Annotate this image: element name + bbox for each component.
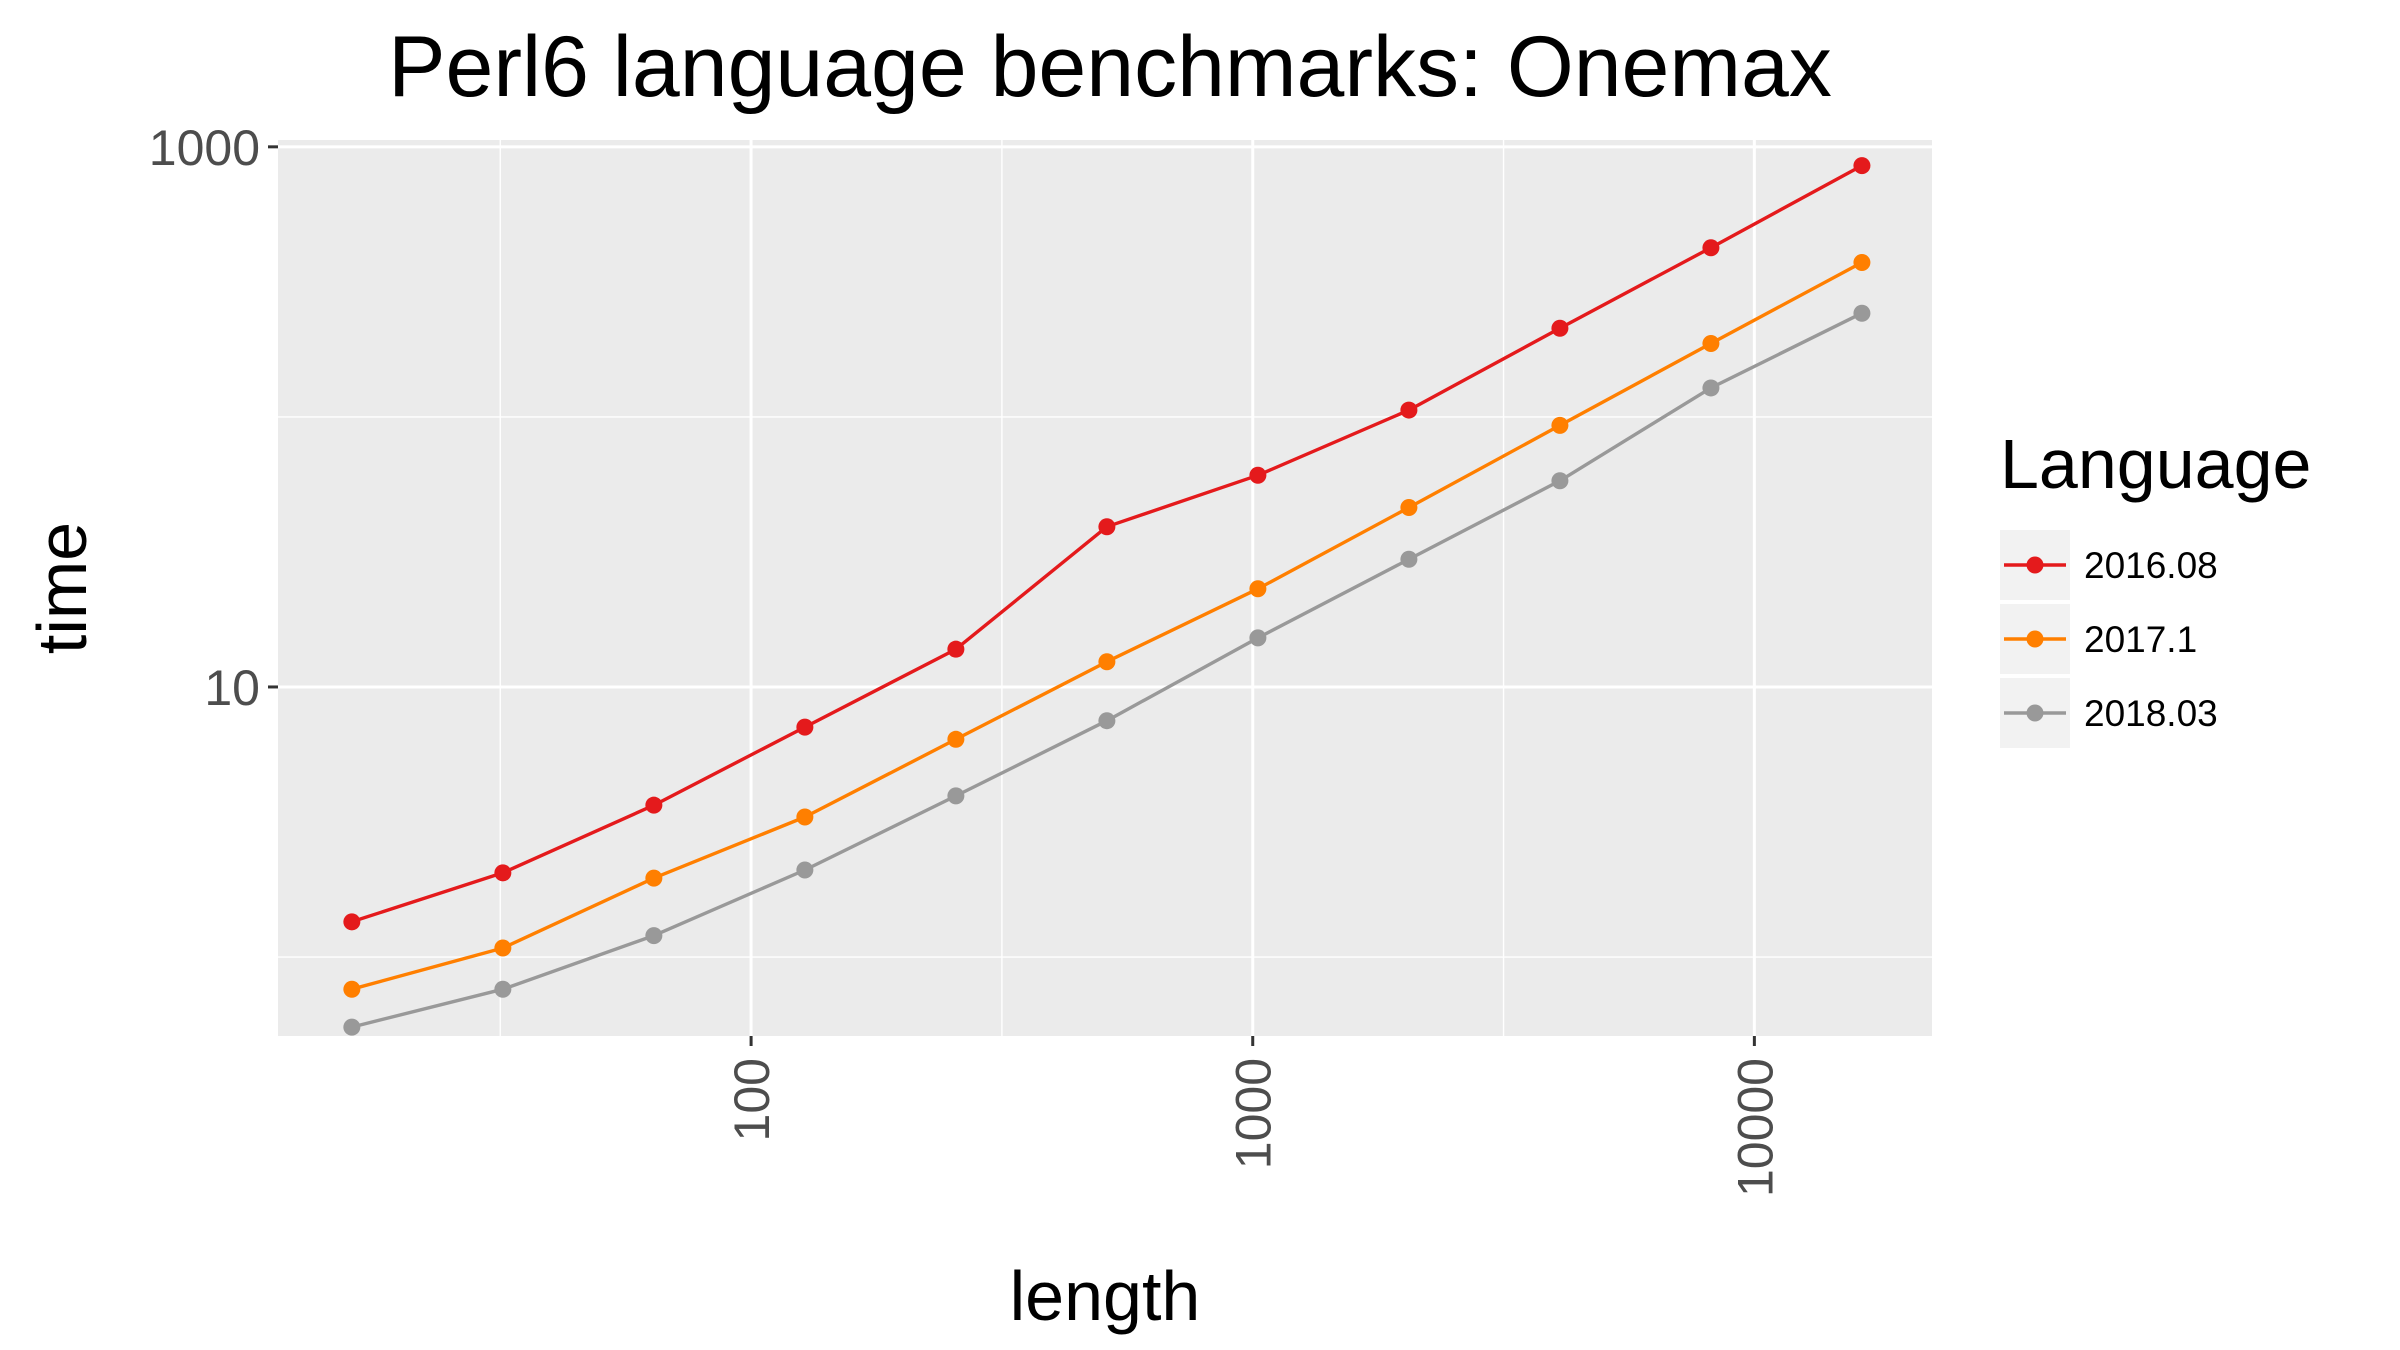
data-point [947, 730, 965, 748]
data-point [343, 913, 361, 931]
legend-title: Language [2000, 425, 2311, 503]
data-point [1702, 334, 1720, 352]
legend-key-point [2026, 630, 2044, 648]
data-point [947, 640, 965, 658]
y-axis-title: time [23, 522, 101, 654]
legend-key-point [2026, 704, 2044, 722]
data-point [796, 861, 814, 879]
data-point [645, 869, 663, 887]
data-point [1702, 379, 1720, 397]
data-point [1853, 304, 1871, 322]
data-point [1400, 401, 1418, 419]
data-point [1249, 580, 1267, 598]
data-point [1098, 653, 1116, 671]
legend-item: 2016.08 [2000, 530, 2218, 600]
data-point [1400, 498, 1418, 516]
data-point [1098, 712, 1116, 730]
data-point [1249, 466, 1267, 484]
chart-title: Perl6 language benchmarks: Onemax [388, 19, 1832, 115]
legend-item: 2017.1 [2000, 604, 2197, 674]
data-point [796, 718, 814, 736]
legend-item: 2018.03 [2000, 678, 2218, 748]
data-point [1853, 157, 1871, 175]
legend-label: 2018.03 [2084, 693, 2218, 734]
data-point [494, 939, 512, 957]
plot-panel [278, 140, 1932, 1036]
data-point [1098, 518, 1116, 536]
legend-label: 2017.1 [2084, 619, 2197, 660]
legend-label: 2016.08 [2084, 545, 2218, 586]
series-2018.03 [343, 304, 1871, 1036]
x-tick-label: 10000 [1727, 1058, 1783, 1197]
data-point [1853, 254, 1871, 272]
data-point [947, 787, 965, 805]
data-point [494, 980, 512, 998]
data-point [645, 927, 663, 945]
data-point [1400, 550, 1418, 568]
series-2017.1 [343, 254, 1871, 998]
x-axis-title: length [1010, 1257, 1201, 1335]
grid [278, 140, 1932, 1036]
data-point [1702, 239, 1720, 257]
x-tick-label: 100 [724, 1058, 780, 1141]
x-tick-label: 1000 [1226, 1058, 1282, 1169]
y-tick-label: 1000 [149, 120, 260, 176]
series-2016.08 [343, 157, 1871, 931]
y-tick-label: 10 [204, 660, 260, 716]
axes: 10 1000 100 1000 10000 [149, 120, 1784, 1197]
data-point [1551, 472, 1569, 490]
data-point [494, 864, 512, 882]
data-point [1249, 629, 1267, 647]
data-point [1551, 319, 1569, 337]
series-layer [343, 157, 1871, 1036]
data-point [645, 796, 663, 814]
legend-key-point [2026, 556, 2044, 574]
data-point [1551, 416, 1569, 434]
legend: Language 2016.08 2017.1 2018.03 [2000, 425, 2311, 748]
data-point [796, 808, 814, 826]
data-point [343, 1018, 361, 1036]
data-point [343, 980, 361, 998]
